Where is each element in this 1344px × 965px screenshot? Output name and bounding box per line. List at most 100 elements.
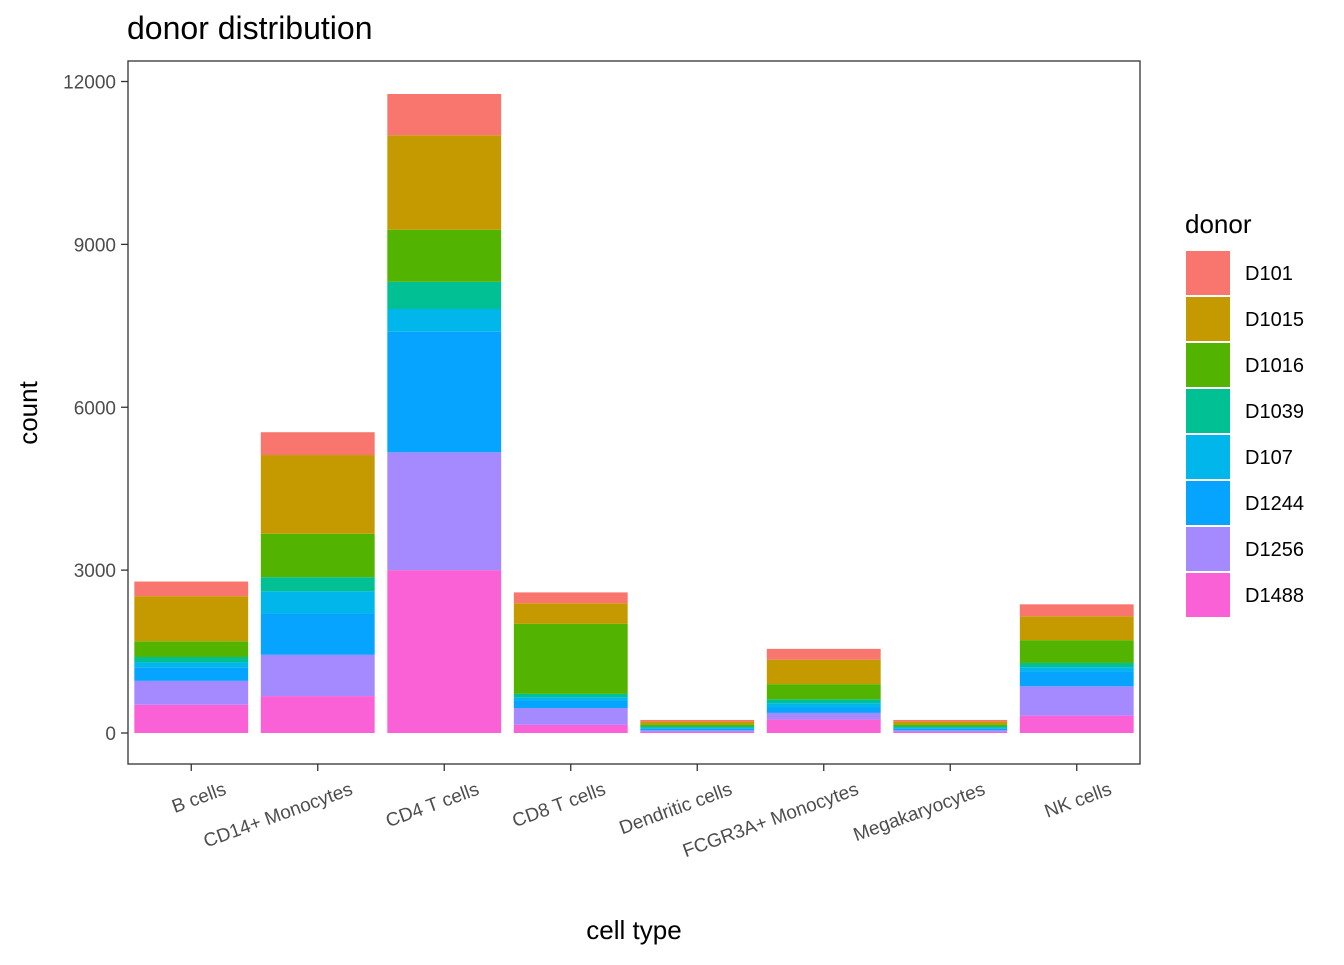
bar-segment [387, 93, 502, 136]
bar-segment [1019, 667, 1134, 672]
bar-segment [134, 581, 249, 597]
y-tick-label: 9000 [74, 235, 116, 256]
bar-segment [893, 721, 1008, 725]
plot-panel-border [127, 60, 1141, 765]
bar-segment [766, 703, 881, 708]
bars-layer [134, 93, 1134, 734]
bar-segment [387, 308, 502, 332]
bar-segment [387, 570, 502, 734]
bar-segment [1019, 604, 1134, 617]
bar-segment [260, 432, 375, 456]
bar-segment [513, 693, 628, 698]
bar-segment [260, 577, 375, 592]
bar-segment [766, 699, 881, 704]
bar-segment [260, 654, 375, 697]
bar-segment [260, 591, 375, 614]
bar-segment [893, 728, 1008, 731]
y-tick-label: 0 [105, 724, 116, 745]
legend-label: D1015 [1245, 309, 1304, 331]
y-axis-title: count [13, 380, 43, 444]
bar-segment [387, 281, 502, 309]
legend-key [1186, 389, 1230, 433]
bar-segment [387, 452, 502, 571]
bar-segment [387, 229, 502, 282]
bar-segment [640, 731, 755, 733]
bar-segment [766, 684, 881, 700]
bar-segment [134, 704, 249, 733]
bar-segment [513, 724, 628, 733]
legend-key [1186, 297, 1230, 341]
y-tick-label: 6000 [74, 398, 116, 419]
bar-segment [513, 708, 628, 725]
legend-key [1186, 573, 1230, 617]
legend-label: D101 [1245, 263, 1293, 285]
bar-segment [640, 726, 755, 728]
bar-segment [893, 726, 1008, 728]
legend-key [1186, 481, 1230, 525]
legend-label: D1488 [1245, 585, 1304, 607]
bar-segment [1019, 715, 1134, 733]
x-axis-title: cell type [586, 915, 681, 945]
bar-segment [134, 662, 249, 668]
legend-label: D1244 [1245, 493, 1304, 515]
bar-segment [640, 719, 755, 722]
bar-segment [260, 613, 375, 655]
bar-segment [640, 727, 755, 729]
bar-segment [640, 730, 755, 732]
legend-label: D1016 [1245, 355, 1304, 377]
y-axis: 0 3000 6000 9000 12000 [63, 73, 128, 745]
bar-segment [134, 596, 249, 642]
bar-segment [893, 719, 1008, 722]
bar-segment [513, 603, 628, 624]
bar-segment [260, 455, 375, 534]
chart-title: donor distribution [127, 10, 372, 46]
bar-segment [387, 135, 502, 230]
bar-segment [134, 641, 249, 657]
bar-segment [1019, 671, 1134, 687]
bar-segment [640, 724, 755, 727]
bar-segment [513, 700, 628, 709]
bar-segment [134, 656, 249, 663]
bar-segment [766, 719, 881, 733]
bar-segment [260, 533, 375, 578]
legend-key [1186, 343, 1230, 387]
bar-segment [260, 696, 375, 733]
bar-segment [893, 724, 1008, 727]
x-tick-label: CD4 T cells [383, 779, 482, 832]
bar-segment [1019, 616, 1134, 641]
bar-segment [766, 648, 881, 660]
y-tick-label: 3000 [74, 561, 116, 582]
bar-segment [640, 721, 755, 725]
legend-title: donor [1185, 209, 1252, 239]
bar-segment [513, 697, 628, 701]
bar-segment [893, 731, 1008, 733]
legend-key [1186, 527, 1230, 571]
x-tick-label: Megakaryocytes [851, 779, 988, 846]
legend-key [1186, 435, 1230, 479]
bar-segment [766, 659, 881, 685]
legend-label: D1256 [1245, 539, 1304, 561]
legend: donor D101 D1015 D1016 D1039 D107 D1244 D1256 D… [1185, 209, 1304, 617]
x-tick-label: CD8 T cells [510, 779, 609, 832]
bar-segment [1019, 662, 1134, 668]
legend-label: D107 [1245, 447, 1293, 469]
x-tick-label: NK cells [1042, 779, 1115, 823]
bar-segment [513, 623, 628, 694]
bar-segment [766, 712, 881, 720]
bar-segment [893, 727, 1008, 729]
bar-segment [893, 730, 1008, 732]
legend-label: D1039 [1245, 401, 1304, 423]
bar-segment [513, 592, 628, 604]
bar-segment [134, 680, 249, 705]
bar-segment [640, 728, 755, 731]
bar-segment [134, 667, 249, 681]
x-tick-label: B cells [169, 779, 229, 818]
bar-segment [387, 331, 502, 453]
y-tick-label: 12000 [63, 73, 116, 94]
bar-segment [1019, 686, 1134, 716]
bar-segment [766, 707, 881, 713]
legend-key [1186, 251, 1230, 295]
bar-segment [1019, 640, 1134, 663]
